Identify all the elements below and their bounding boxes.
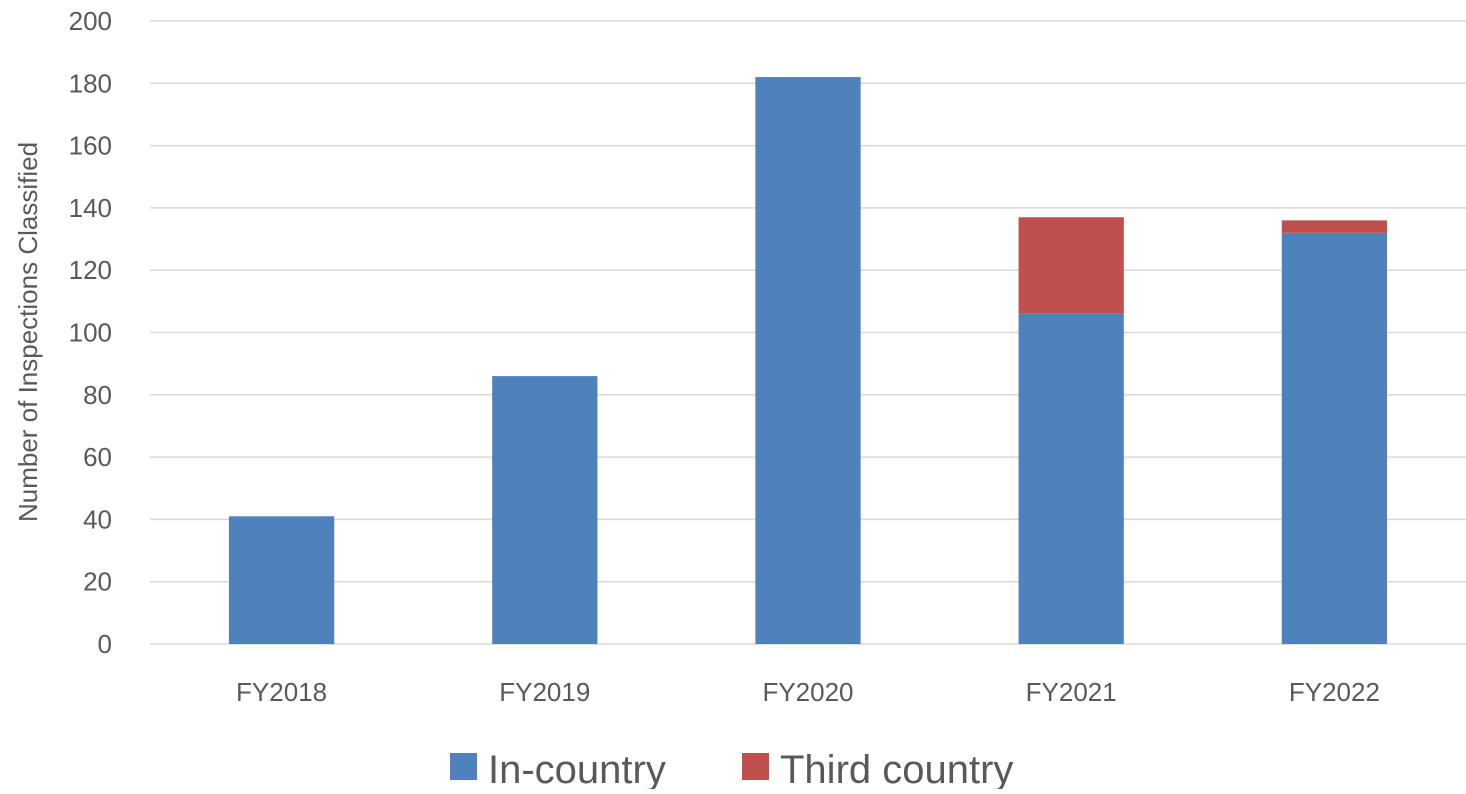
legend-item-third-country: Third country: [742, 748, 1013, 792]
legend-label: In-country: [488, 748, 666, 789]
y-tick-label: 0: [98, 629, 112, 659]
y-tick-label: 40: [83, 504, 112, 534]
legend-swatch: [742, 753, 769, 780]
x-tick-label: FY2022: [1289, 677, 1380, 707]
x-tick-label: FY2018: [236, 677, 327, 707]
bar-third-country-fy2022: [1281, 220, 1388, 233]
y-tick-label: 80: [83, 380, 112, 410]
y-tick-label: 120: [69, 255, 112, 285]
bar-in-country-fy2018: [228, 516, 335, 644]
y-tick-label: 200: [69, 6, 112, 36]
y-tick-label: 100: [69, 318, 112, 348]
bar-third-country-fy2021: [1018, 217, 1124, 314]
bar-in-country-fy2021: [1018, 313, 1124, 644]
y-axis-label: Number of Inspections Classified: [13, 142, 43, 522]
x-tick-label: FY2019: [499, 677, 590, 707]
y-tick-label: 20: [83, 567, 112, 597]
legend: In-country Third country: [450, 748, 1013, 792]
bars: [228, 77, 1388, 644]
y-axis-ticks: 0 20 40 60 80 100 120 140 160 180 200: [69, 6, 112, 659]
legend-item-in-country: In-country: [450, 748, 666, 792]
y-tick-label: 140: [69, 193, 112, 223]
legend-label: Third country: [780, 748, 1013, 789]
legend-swatch: [450, 753, 477, 780]
bar-in-country-fy2019: [492, 376, 598, 644]
x-tick-label: FY2021: [1026, 677, 1117, 707]
x-tick-label: FY2020: [762, 677, 853, 707]
y-tick-label: 60: [83, 442, 112, 472]
x-axis-ticks: FY2018 FY2019 FY2020 FY2021 FY2022: [236, 677, 1380, 707]
y-tick-label: 180: [69, 68, 112, 98]
y-tick-label: 160: [69, 131, 112, 161]
bar-in-country-fy2022: [1281, 232, 1388, 644]
bar-in-country-fy2020: [755, 77, 861, 644]
